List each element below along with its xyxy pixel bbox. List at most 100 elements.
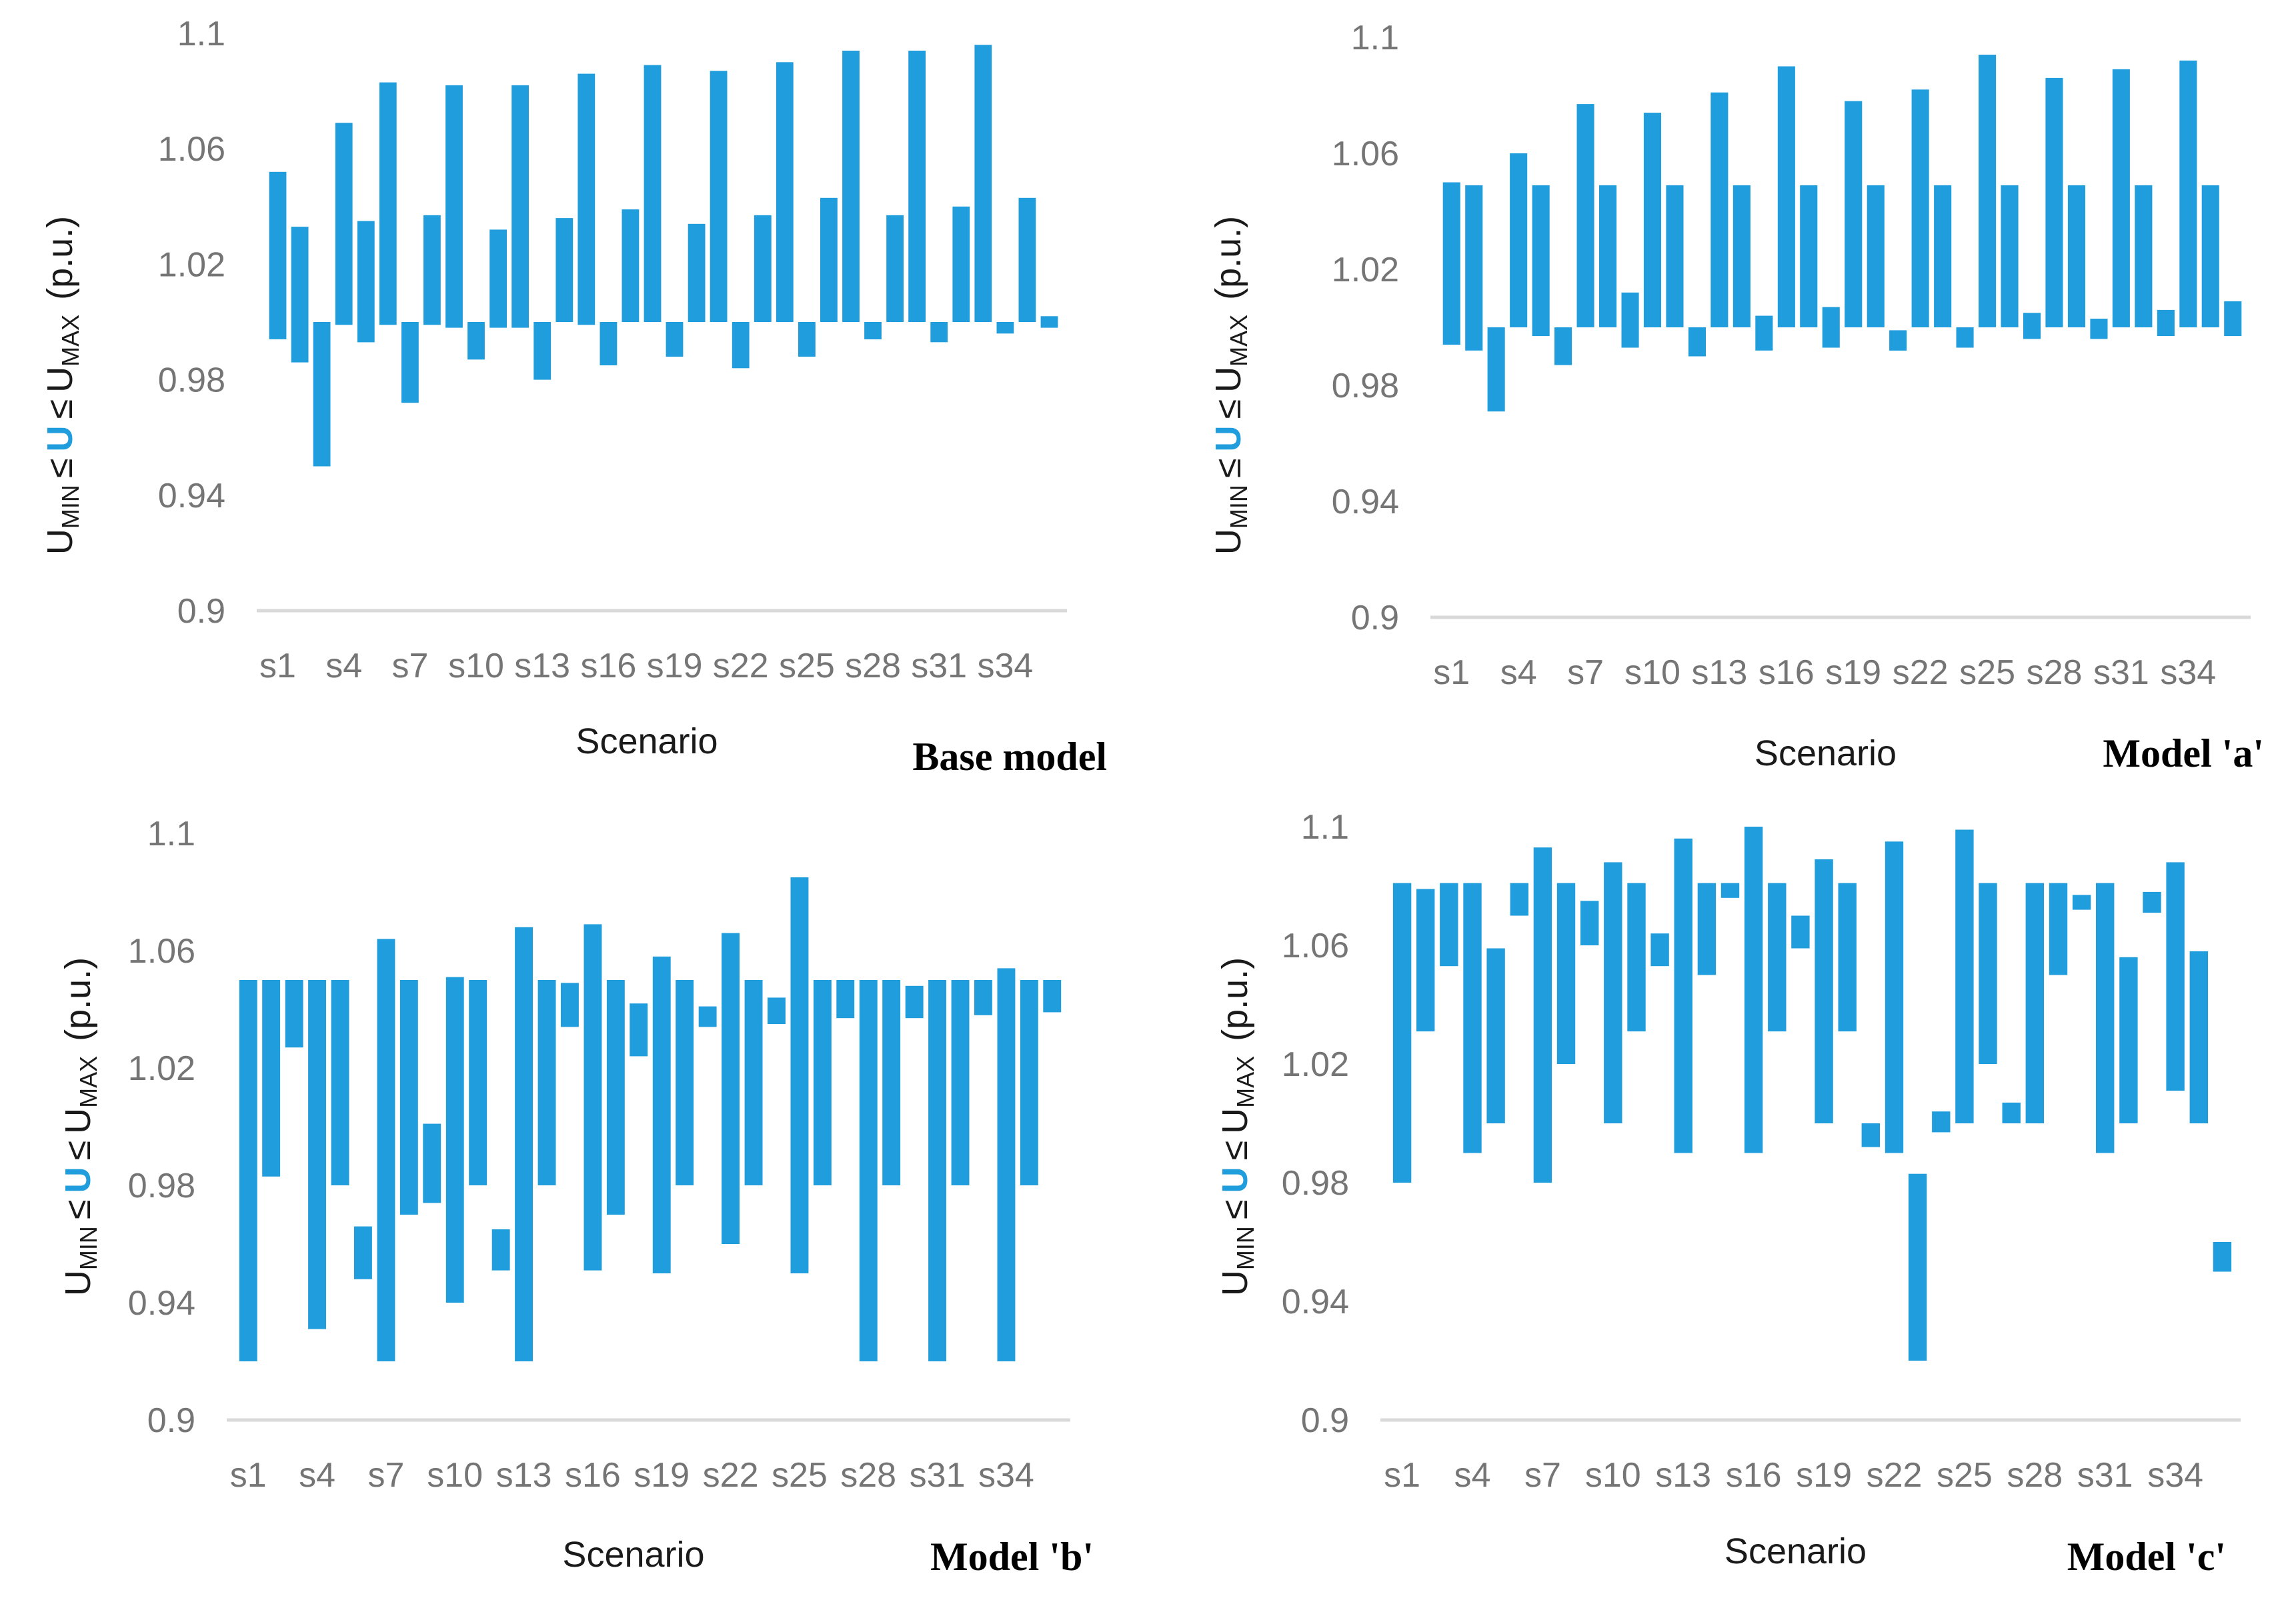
y-axis-title: UMIN≤U≤UMAX(p.u.) (1215, 957, 1259, 1296)
bar-s35 (2189, 951, 2208, 1123)
bar-s20 (676, 980, 694, 1185)
bar-s30 (908, 51, 926, 322)
x-tick-label: s1 (1384, 1456, 1420, 1495)
bar-s34 (996, 322, 1014, 334)
y-tick-label: 1.06 (128, 932, 195, 971)
y-tick-label: 1.1 (1301, 808, 1349, 847)
bar-s21 (1889, 330, 1907, 351)
bar-s8 (1599, 185, 1617, 327)
bar-s33 (974, 980, 992, 1015)
x-tick-label: s10 (427, 1456, 483, 1495)
x-tick-label: s4 (299, 1456, 335, 1495)
bar-s8 (1556, 883, 1576, 1064)
bar-s24 (1956, 327, 1974, 348)
y-tick-label: 1.02 (1332, 251, 1399, 289)
bar-s5 (1532, 185, 1550, 337)
bar-s32 (2119, 957, 2138, 1123)
x-tick-label: s16 (1759, 653, 1815, 692)
bar-s22 (722, 933, 740, 1244)
bar-s18 (1791, 915, 1810, 949)
bar-s23 (1934, 185, 1952, 327)
chart-panel-4: 1.1 1.06 1.02 0.98 0.94 0.9 s1 s4 s7 s10 s13 s16 s19… (1215, 808, 2241, 1579)
bar-s15 (561, 983, 579, 1027)
bar-s4 (308, 980, 326, 1329)
bar-s3 (285, 980, 303, 1048)
bar-s29 (2049, 883, 2068, 975)
chart-panel-3: 1.1 1.06 1.02 0.98 0.94 0.9 s1 s4 s7 s10 s13 s16 s19… (58, 815, 1094, 1579)
bar-s33 (2157, 309, 2175, 336)
bar-s24 (776, 62, 794, 323)
bar-s18 (644, 65, 662, 322)
bar-s31 (2112, 69, 2130, 328)
bar-s1 (1392, 883, 1412, 1183)
x-tick-label: s22 (703, 1456, 759, 1495)
x-tick-label: s28 (840, 1456, 896, 1495)
chart-panel-1: 1.1 1.06 1.02 0.98 0.94 0.9 s1 s4 s7 s10 s13 s16 s19… (40, 15, 1107, 779)
bar-s28 (2045, 77, 2063, 328)
y-tick-label: 0.9 (1301, 1401, 1349, 1440)
bar-s5 (331, 980, 349, 1185)
bar-s23 (754, 215, 772, 322)
y-tick-label: 0.9 (1351, 599, 1399, 637)
bar-s16 (600, 322, 618, 365)
bar-s2 (1465, 185, 1483, 351)
bar-s28 (864, 322, 882, 339)
bar-s17 (1768, 883, 1787, 1032)
x-tick-label: s25 (1959, 653, 2015, 692)
bar-s6 (354, 1226, 372, 1279)
bar-s28 (2025, 883, 2044, 1123)
bar-s26 (1979, 883, 1997, 1064)
y-tick-label: 0.94 (1282, 1283, 1349, 1321)
bar-s4 (335, 123, 353, 325)
bar-s13 (1710, 92, 1729, 327)
bar-s11 (489, 229, 507, 328)
bar-s30 (2090, 319, 2108, 339)
bar-s27 (2023, 313, 2041, 339)
model-title: Model 'a' (2103, 731, 2264, 775)
x-tick-label: s10 (1585, 1456, 1641, 1495)
x-tick-label: s25 (772, 1456, 828, 1495)
bar-s22 (1911, 89, 1929, 328)
bar-s20 (688, 223, 706, 322)
bar-s34 (2166, 862, 2185, 1091)
bar-s35 (2201, 185, 2219, 327)
y-tick-label: 0.94 (158, 477, 225, 515)
bar-s11 (1666, 185, 1684, 327)
bar-s23 (744, 980, 763, 1185)
bar-s3 (313, 322, 331, 467)
bar-s14 (1733, 185, 1751, 327)
bar-s10 (1604, 862, 1622, 1123)
x-tick-label: s13 (496, 1456, 552, 1495)
y-tick-label: 1.1 (177, 15, 225, 53)
bar-s34 (2179, 60, 2197, 328)
x-axis-title: Scenario (562, 1535, 704, 1575)
y-tick-label: 0.98 (1282, 1164, 1349, 1203)
bar-s33 (2143, 891, 2161, 913)
bar-s2 (1416, 889, 1435, 1032)
bar-s17 (622, 209, 640, 322)
bar-s25 (1979, 55, 1997, 327)
y-tick-label: 0.94 (128, 1284, 195, 1323)
bar-s33 (974, 45, 992, 323)
x-tick-label: s1 (230, 1456, 267, 1495)
model-title: Model 'b' (930, 1535, 1094, 1579)
bar-s5 (1486, 948, 1505, 1123)
bar-s35 (1018, 197, 1036, 322)
x-tick-label: s1 (259, 647, 296, 685)
bar-s6 (1554, 327, 1572, 365)
bar-s20 (1838, 883, 1857, 1032)
x-tick-label: s13 (514, 647, 570, 685)
bar-s19 (652, 956, 671, 1273)
bar-s17 (606, 980, 625, 1215)
x-tick-label: s34 (977, 647, 1033, 685)
bar-s12 (1650, 933, 1669, 967)
x-tick-label: s31 (911, 647, 967, 685)
y-tick-label: 0.94 (1332, 483, 1399, 521)
bar-s36 (2224, 301, 2242, 337)
bar-s17 (1800, 185, 1818, 327)
bar-s31 (930, 322, 948, 343)
x-tick-label: s25 (1937, 1456, 1993, 1495)
x-tick-label: s28 (2027, 653, 2083, 692)
bar-s32 (951, 980, 970, 1185)
x-tick-label: s4 (1500, 653, 1537, 692)
